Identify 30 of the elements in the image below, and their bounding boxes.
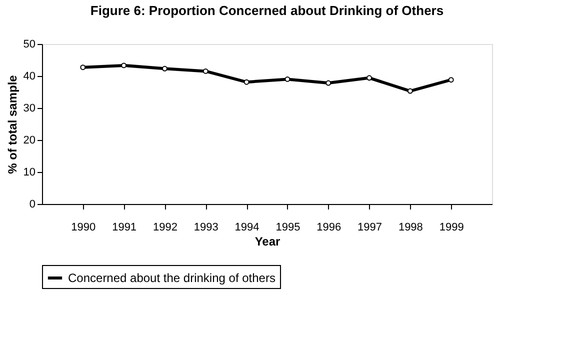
x-tick-label: 1991 (112, 222, 137, 234)
y-tick-label: 50 (23, 38, 36, 50)
x-tick-label: 1995 (276, 222, 300, 234)
x-tick-label: 1993 (194, 222, 218, 234)
point (244, 79, 250, 85)
chart-title: Figure 6: Proportion Concerned about Drinking of Others (90, 3, 444, 18)
x-axis-title: Year (254, 234, 281, 248)
y-tick-label: 20 (23, 134, 36, 146)
point (121, 62, 127, 68)
point (448, 77, 454, 83)
y-tick-label: 10 (23, 166, 36, 178)
x-tick-label: 1999 (439, 222, 464, 234)
point (162, 66, 168, 72)
x-tick-label: 1994 (234, 222, 260, 234)
point (407, 88, 413, 94)
x-tick-label: 1996 (316, 222, 342, 234)
y-axis-title: % of total sample (5, 74, 20, 174)
legend-label: Concerned about the drinking of others (68, 271, 276, 285)
point (326, 80, 332, 86)
x-tick-label: 1990 (71, 222, 96, 234)
y-tick-label: 40 (23, 70, 36, 82)
point (284, 76, 290, 82)
y-tick-label: 0 (29, 198, 36, 210)
point (366, 75, 372, 81)
x-tick-label: 1992 (152, 222, 178, 234)
x-tick-label: 1998 (398, 222, 423, 234)
point (80, 64, 86, 70)
y-tick-label: 30 (23, 102, 36, 114)
x-tick-label: 1997 (358, 222, 382, 234)
point (202, 68, 208, 74)
